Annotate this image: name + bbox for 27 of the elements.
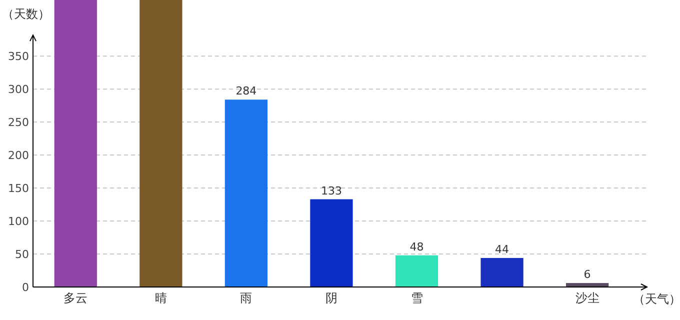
y-tick-label: 150 xyxy=(8,182,29,196)
y-tick-label: 200 xyxy=(8,149,29,162)
y-tick-label: 0 xyxy=(22,281,29,294)
data-label: 284 xyxy=(236,84,257,98)
bar xyxy=(140,0,182,287)
bar xyxy=(395,255,438,287)
data-label: 44 xyxy=(495,242,510,256)
data-label: 6 xyxy=(584,268,591,282)
x-tick-label: 沙尘 xyxy=(575,291,600,305)
x-tick-label: 阴 xyxy=(325,291,338,305)
x-tick-label: 晴 xyxy=(154,291,167,305)
y-tick-label: 100 xyxy=(8,215,29,228)
x-tick-label: 雨 xyxy=(240,291,252,305)
x-tick-label: 雪 xyxy=(410,291,423,305)
y-tick-label: 250 xyxy=(8,116,29,130)
data-label: 48 xyxy=(410,240,424,254)
data-label: 133 xyxy=(320,184,342,198)
y-tick-label: 300 xyxy=(8,83,29,96)
y-axis-title: （天数） xyxy=(2,7,50,21)
x-axis-title: （天气） xyxy=(633,292,680,306)
x-tick-label: 多云 xyxy=(64,291,88,305)
y-tick-label: 350 xyxy=(8,50,29,64)
bar xyxy=(310,199,353,287)
bar xyxy=(54,0,97,287)
y-tick-label: 50 xyxy=(15,248,29,262)
bar xyxy=(480,258,524,287)
bar xyxy=(224,100,268,287)
